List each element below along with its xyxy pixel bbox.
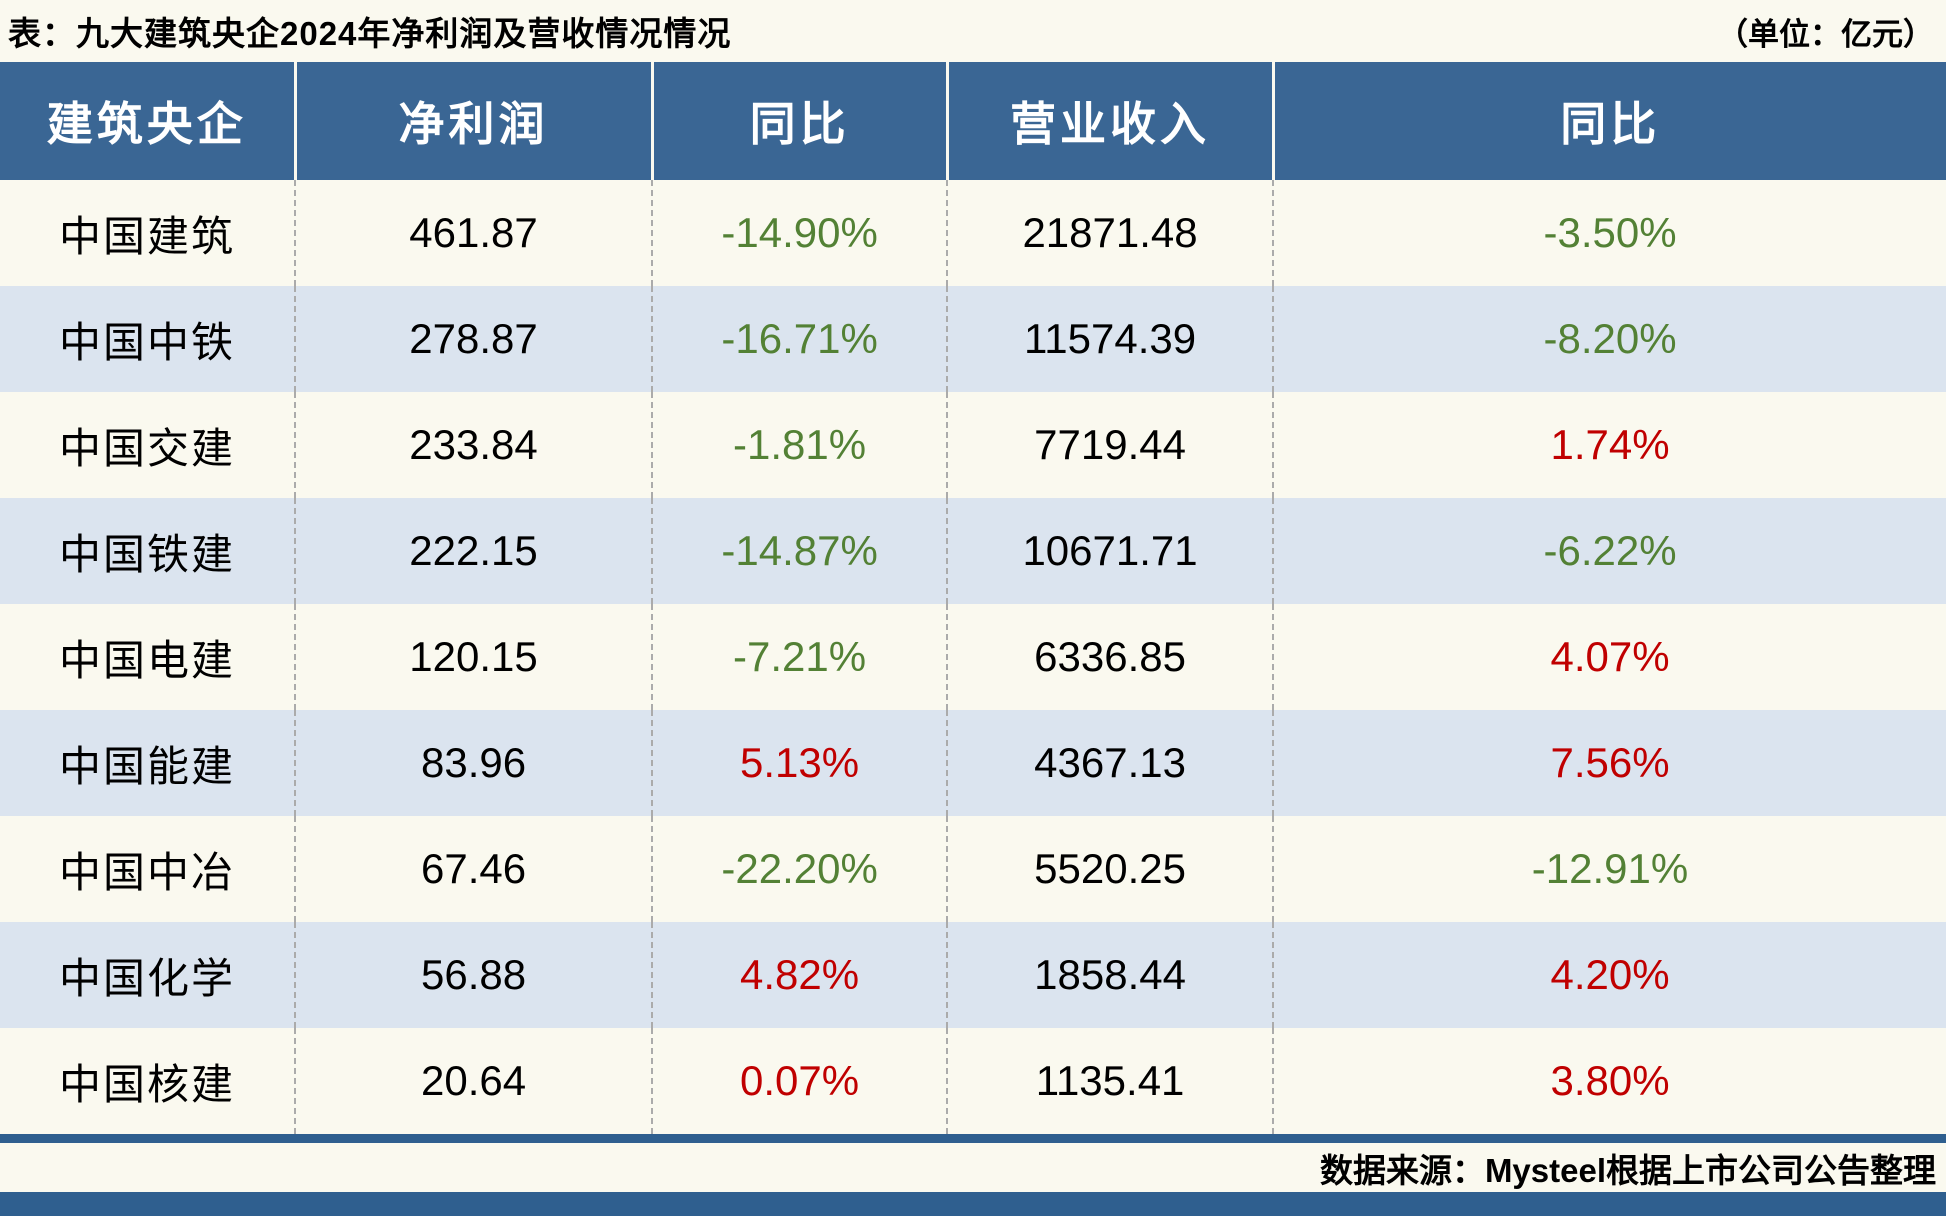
figure-footer: 数据来源：Mysteel根据上市公司公告整理 [0,1143,1946,1192]
company-cell: 中国中铁 [0,286,296,392]
revenue-cell: 11574.39 [947,286,1275,392]
table-row: 中国交建 233.84 -1.81% 7719.44 1.74% [0,392,1946,498]
figure-header: 表：九大建筑央企2024年净利润及营收情况情况 （单位：亿元） [0,0,1946,62]
net-profit-cell: 120.15 [295,604,654,710]
revenue-yoy-cell: 3.80% [1550,1057,1670,1104]
table-row: 中国中铁 278.87 -16.71% 11574.39 -8.20% [0,286,1946,392]
company-cell: 中国电建 [0,604,296,710]
revenue-yoy-cell: 4.20% [1550,951,1670,998]
bottom-bar [0,1192,1946,1216]
net-profit-yoy-cell: -14.87% [652,498,949,604]
data-table: 建筑央企 净利润 同比 营业收入 同比 中国建筑 461.87 -14.90% … [0,62,1946,1143]
header-row: 建筑央企 净利润 同比 营业收入 同比 [0,62,1946,180]
net-profit-yoy-cell: 5.13% [652,710,949,816]
revenue-yoy-cell: -3.50% [1543,209,1677,256]
revenue-yoy-cell: 4.07% [1550,633,1670,680]
revenue-cell: 10671.71 [947,498,1275,604]
net-profit-yoy-cell: 4.82% [652,922,949,1028]
company-cell: 中国建筑 [0,180,296,286]
header-revenue: 营业收入 [947,62,1275,180]
net-profit-yoy-cell: -1.81% [652,392,949,498]
revenue-cell: 7719.44 [947,392,1275,498]
net-profit-cell: 56.88 [295,922,654,1028]
revenue-cell: 6336.85 [947,604,1275,710]
net-profit-yoy-cell: 0.07% [652,1028,949,1139]
table-row: 中国化学 56.88 4.82% 1858.44 4.20% [0,922,1946,1028]
revenue-cell: 1135.41 [947,1028,1275,1139]
net-profit-cell: 461.87 [295,180,654,286]
revenue-yoy-cell: 7.56% [1550,739,1670,786]
net-profit-cell: 83.96 [295,710,654,816]
company-cell: 中国交建 [0,392,296,498]
revenue-cell: 21871.48 [947,180,1275,286]
revenue-cell: 4367.13 [947,710,1275,816]
header-revenue-yoy: 同比 [1273,62,1946,180]
figure-title: 表：九大建筑央企2024年净利润及营收情况情况 [8,15,732,52]
net-profit-cell: 67.46 [295,816,654,922]
company-cell: 中国化学 [0,922,296,1028]
company-cell: 中国铁建 [0,498,296,604]
revenue-cell: 5520.25 [947,816,1275,922]
table-row: 中国电建 120.15 -7.21% 6336.85 4.07% [0,604,1946,710]
net-profit-yoy-cell: -16.71% [652,286,949,392]
unit-label: （单位：亿元） [1717,16,1934,52]
header-net-profit: 净利润 [295,62,654,180]
company-cell: 中国能建 [0,710,296,816]
net-profit-cell: 20.64 [295,1028,654,1139]
table-row: 中国核建 20.64 0.07% 1135.41 3.80% [0,1028,1946,1139]
company-cell: 中国中冶 [0,816,296,922]
net-profit-cell: 233.84 [295,392,654,498]
revenue-cell: 1858.44 [947,922,1275,1028]
net-profit-yoy-cell: -7.21% [652,604,949,710]
company-cell: 中国核建 [0,1028,296,1139]
table-row: 中国能建 83.96 5.13% 4367.13 7.56% [0,710,1946,816]
header-net-profit-yoy: 同比 [652,62,949,180]
revenue-yoy-cell: -12.91% [1531,845,1689,892]
source-note: 数据来源：Mysteel根据上市公司公告整理 [1319,1151,1936,1189]
net-profit-cell: 222.15 [295,498,654,604]
net-profit-cell: 278.87 [295,286,654,392]
revenue-yoy-cell: -8.20% [1543,315,1677,362]
net-profit-yoy-cell: -14.90% [652,180,949,286]
table-row: 中国中冶 67.46 -22.20% 5520.25 -12.91% [0,816,1946,922]
revenue-yoy-cell: 1.74% [1550,421,1670,468]
header-company: 建筑央企 [0,62,297,180]
revenue-yoy-cell: -6.22% [1543,527,1677,574]
table-row: 中国建筑 461.87 -14.90% 21871.48 -3.50% [0,180,1946,286]
net-profit-yoy-cell: -22.20% [652,816,949,922]
table-row: 中国铁建 222.15 -14.87% 10671.71 -6.22% [0,498,1946,604]
